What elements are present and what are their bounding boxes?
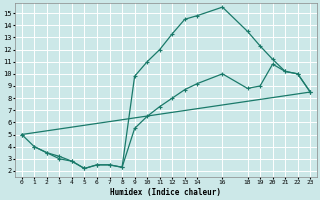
X-axis label: Humidex (Indice chaleur): Humidex (Indice chaleur) [110, 188, 221, 197]
